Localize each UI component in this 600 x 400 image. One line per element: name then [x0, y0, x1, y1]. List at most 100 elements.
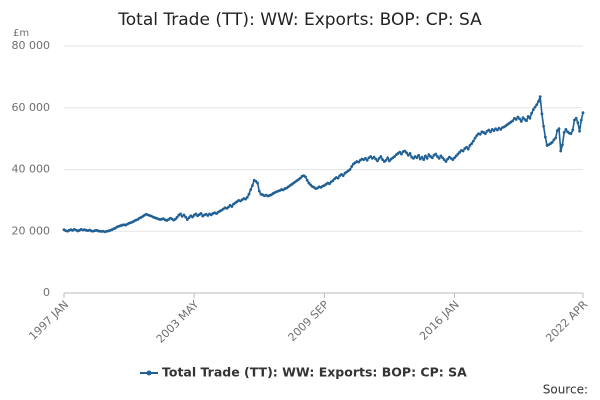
legend-marker — [146, 370, 152, 376]
data-point — [256, 181, 259, 185]
data-point — [473, 136, 477, 140]
data-point — [304, 175, 307, 179]
data-point — [420, 155, 424, 159]
data-point — [499, 127, 503, 131]
legend: Total Trade (TT): WW: Exports: BOP: CP: … — [140, 365, 467, 380]
legend-label: Total Trade (TT): WW: Exports: BOP: CP: … — [162, 365, 467, 380]
y-tick-label: 0 — [43, 286, 50, 299]
data-point — [369, 155, 373, 158]
data-point — [487, 128, 491, 132]
data-point — [461, 149, 465, 153]
data-point — [465, 145, 468, 149]
data-point — [492, 129, 496, 132]
data-point — [581, 111, 585, 115]
data-point — [442, 158, 446, 162]
data-point — [341, 174, 345, 178]
data-point — [446, 157, 450, 161]
data-point — [537, 100, 540, 103]
y-unit: £m — [13, 28, 29, 39]
data-point — [557, 127, 561, 131]
data-point — [350, 165, 354, 168]
data-point — [559, 149, 563, 153]
data-point — [415, 156, 419, 160]
data-point — [521, 116, 525, 120]
data-point — [376, 159, 379, 163]
x-tick-label: 2022 APR — [543, 298, 590, 345]
data-point — [254, 179, 258, 183]
data-point — [379, 155, 383, 158]
data-point — [454, 154, 458, 158]
y-tick-label: 80 000 — [12, 39, 51, 52]
data-point — [439, 154, 443, 158]
data-point — [430, 156, 434, 160]
series-line — [63, 96, 584, 233]
data-point — [386, 156, 390, 160]
data-point — [516, 115, 520, 119]
data-point — [182, 213, 186, 217]
x-tick-label: 2003 MAY — [154, 298, 202, 346]
data-point — [550, 140, 554, 144]
data-point — [251, 184, 254, 187]
data-point — [245, 195, 249, 199]
data-point — [298, 176, 302, 180]
data-point — [408, 152, 412, 155]
data-point — [456, 152, 460, 156]
data-point — [518, 117, 522, 121]
data-point — [511, 119, 515, 123]
data-point — [175, 215, 179, 219]
data-point — [384, 158, 388, 162]
data-point — [348, 168, 352, 171]
data-point — [249, 188, 253, 191]
data-point — [227, 205, 230, 209]
data-point — [441, 156, 444, 160]
data-point — [538, 95, 542, 99]
data-point — [519, 119, 523, 123]
data-point — [562, 131, 566, 134]
data-point — [552, 138, 556, 142]
data-point — [555, 129, 559, 132]
data-point — [437, 156, 441, 160]
data-point — [530, 111, 534, 115]
data-point — [528, 116, 532, 120]
data-point — [187, 216, 191, 220]
data-point — [573, 118, 576, 122]
data-point — [554, 136, 557, 140]
data-point — [247, 192, 251, 196]
data-point — [184, 215, 188, 219]
data-point — [364, 156, 367, 160]
data-point — [564, 127, 568, 131]
data-point — [533, 105, 537, 109]
data-point — [468, 144, 472, 147]
data-point — [230, 205, 234, 208]
data-point — [403, 149, 407, 153]
data-point — [328, 182, 331, 186]
y-tick-label: 60 000 — [12, 101, 51, 114]
data-point — [422, 158, 426, 162]
data-point — [388, 159, 391, 163]
data-point — [381, 158, 384, 162]
data-point — [372, 155, 376, 159]
data-point — [543, 135, 547, 139]
data-point — [400, 152, 403, 156]
data-point — [526, 114, 530, 118]
x-tick-label: 2009 SEP — [286, 298, 332, 344]
data-point — [453, 156, 456, 160]
x-tick-label: 1997 JAN — [26, 298, 71, 343]
data-point — [466, 147, 470, 151]
y-tick-label: 40 000 — [12, 163, 51, 176]
data-point — [579, 118, 583, 122]
data-point — [377, 156, 381, 160]
data-point — [478, 132, 482, 136]
data-point — [418, 157, 422, 161]
data-point — [406, 153, 410, 157]
data-point — [531, 108, 535, 112]
data-point — [405, 151, 408, 155]
data-point — [412, 156, 415, 160]
data-point — [194, 212, 198, 216]
data-point — [307, 181, 311, 185]
data-point — [173, 217, 177, 221]
data-point — [542, 124, 546, 128]
data-point — [525, 119, 528, 123]
data-point — [244, 197, 247, 201]
